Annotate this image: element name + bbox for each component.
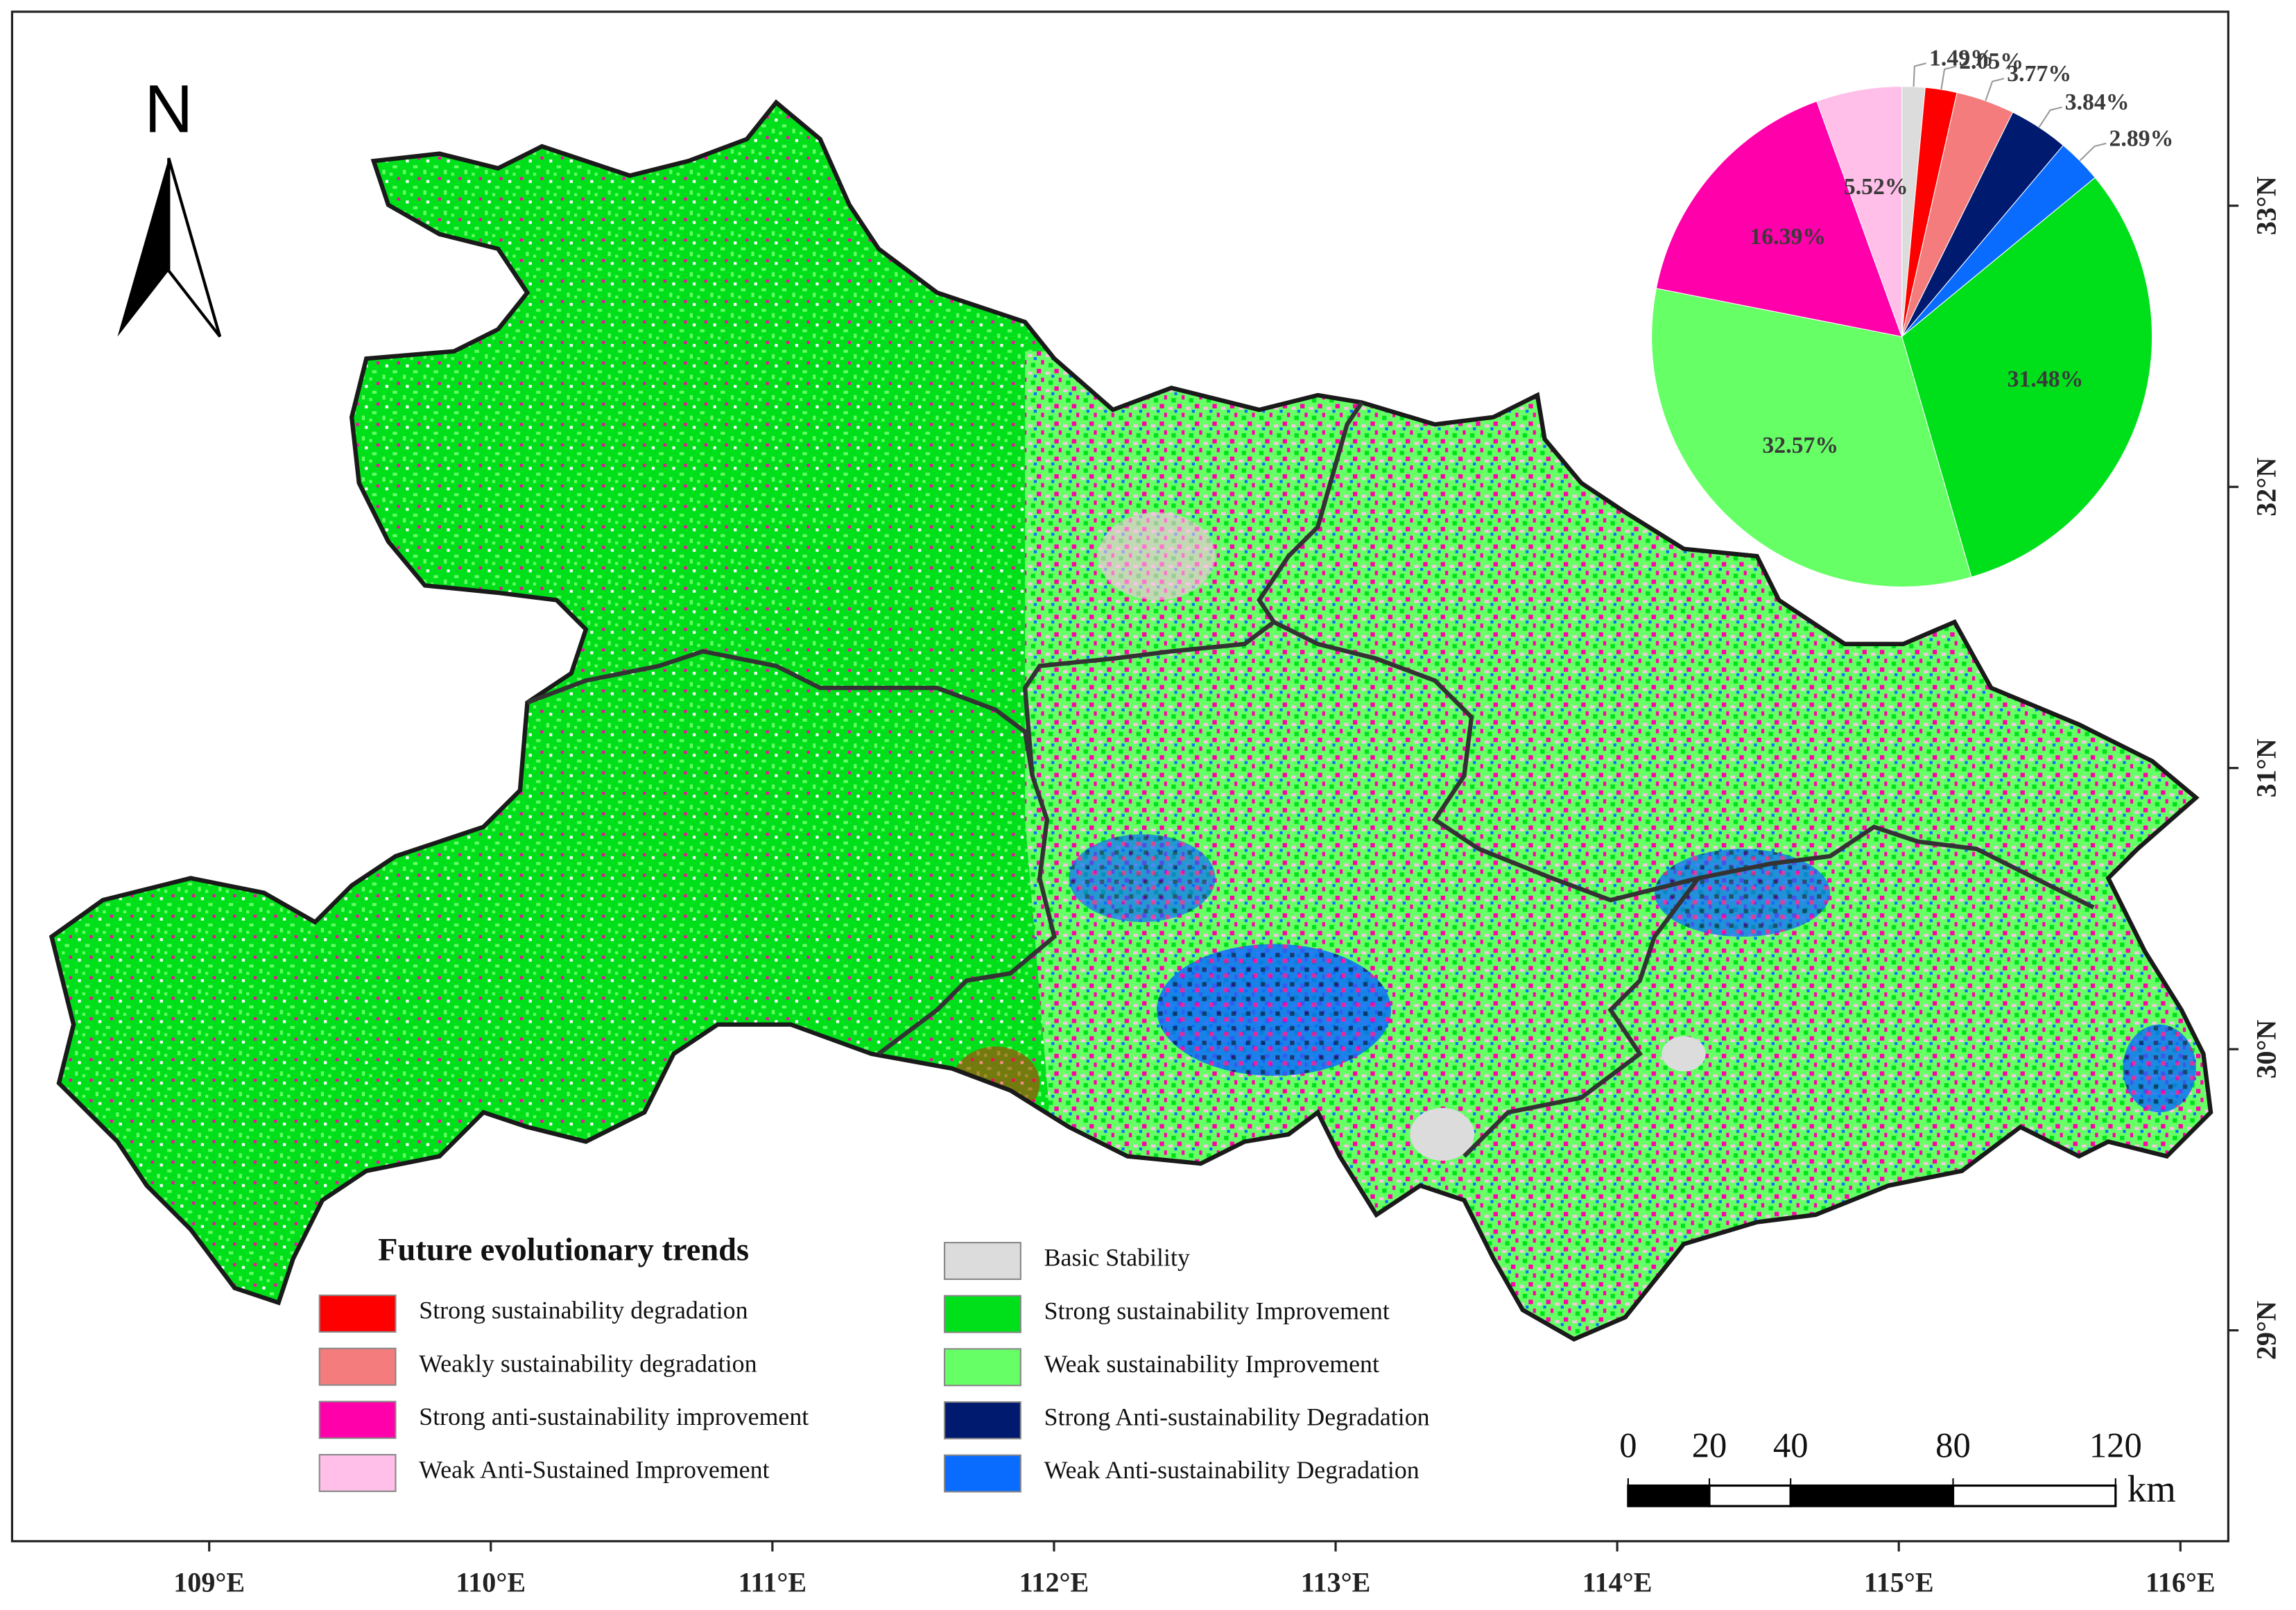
pie-label: 1.49% <box>1929 46 1994 71</box>
legend-label: Strong Anti-sustainability Degradation <box>1044 1403 1430 1431</box>
legend-label: Weak Anti-Sustained Improvement <box>419 1456 769 1484</box>
leader-line <box>2079 142 2107 162</box>
leader-line <box>2038 106 2062 128</box>
scale-label: 0 <box>1619 1426 1637 1464</box>
x-tick-label: 110°E <box>456 1566 526 1598</box>
scale-segment <box>1951 1484 2117 1507</box>
pie-label: 3.84% <box>2065 89 2130 115</box>
scale-segment <box>1708 1484 1792 1507</box>
scale-segment <box>1627 1484 1711 1507</box>
boundary-lines <box>526 401 2095 1158</box>
dynamic-layer: 109°E 110°E 111°E 112°E 113°E 114°E 115°E 116°E… <box>173 46 2281 1598</box>
pie-label: 2.89% <box>2109 125 2174 151</box>
legend-label: Weak sustainability Improvement <box>1044 1350 1379 1378</box>
y-tick-label: 33°N <box>2251 176 2282 235</box>
pie-label: 3.77% <box>2007 61 2071 87</box>
leader-line <box>1913 62 1927 87</box>
x-tick-label: 115°E <box>1864 1566 1934 1598</box>
legend-label: Weakly sustainability degradation <box>419 1349 757 1377</box>
legend-swatch <box>318 1347 397 1386</box>
pie-slice <box>1651 288 1972 587</box>
x-tick-label: 116°E <box>2146 1566 2216 1598</box>
legend-label: Strong anti-sustainability improvement <box>419 1403 809 1430</box>
leader-line <box>1940 65 1957 90</box>
x-tick-label: 113°E <box>1301 1566 1371 1598</box>
pie-slice <box>1816 86 1903 337</box>
pie-label: 2.05% <box>1959 49 2023 74</box>
pie-label: 31.48% <box>2008 366 2084 392</box>
scale-label: 40 <box>1773 1426 1809 1464</box>
north-label: N <box>144 71 193 146</box>
x-tick-label: 112°E <box>1019 1566 1089 1598</box>
scale-label: 80 <box>1935 1426 1971 1464</box>
legend-swatch <box>318 1453 397 1492</box>
pie-label: 32.57% <box>1762 433 1838 458</box>
scale-unit: km <box>2127 1468 2176 1510</box>
legend-label: Weak Anti-sustainability Degradation <box>1044 1456 1419 1484</box>
legend-swatch <box>944 1242 1021 1280</box>
legend-label: Strong sustainability degradation <box>419 1297 748 1324</box>
scale-label: 20 <box>1692 1426 1727 1464</box>
legend-swatch <box>318 1295 397 1333</box>
scale-label: 120 <box>2089 1426 2142 1464</box>
legend-swatch <box>318 1401 397 1439</box>
x-tick-label: 109°E <box>173 1566 245 1598</box>
pie-label: 16.39% <box>1750 224 1826 250</box>
legend-swatch <box>944 1454 1021 1493</box>
pie-label: 5.52% <box>1844 174 1908 200</box>
legend-label: Basic Stability <box>1044 1244 1190 1272</box>
y-tick-label: 32°N <box>2251 458 2282 517</box>
legend-label: Strong sustainability Improvement <box>1044 1297 1390 1324</box>
y-tick-label: 30°N <box>2251 1020 2282 1079</box>
pie-slice <box>1655 101 1903 338</box>
pie-slice <box>1901 177 2153 578</box>
leader-line <box>1985 78 2005 101</box>
scale-segment <box>1789 1484 1955 1507</box>
y-tick-label: 31°N <box>2251 738 2282 797</box>
legend-swatch <box>944 1348 1021 1387</box>
legend-swatch <box>944 1401 1021 1439</box>
legend-title: Future evolutionary trends <box>378 1233 749 1268</box>
x-tick-label: 114°E <box>1582 1566 1652 1598</box>
legend-swatch <box>944 1295 1021 1333</box>
y-tick-label: 29°N <box>2251 1301 2282 1360</box>
x-tick-label: 111°E <box>739 1566 807 1598</box>
